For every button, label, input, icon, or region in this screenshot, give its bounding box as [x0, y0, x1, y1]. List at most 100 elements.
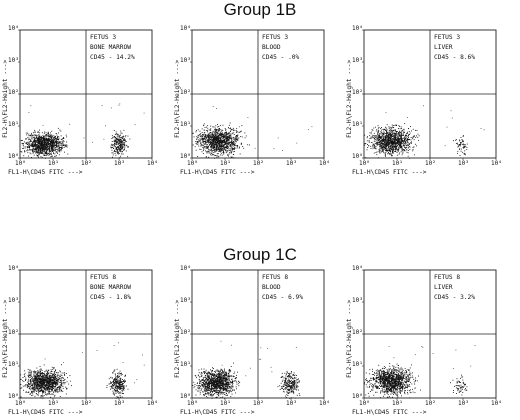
fetus-label: FETUS 3: [434, 33, 475, 43]
x-tick-label: 10⁴: [319, 400, 330, 407]
cd45-percentage: CD45 - 14.2%: [90, 53, 135, 63]
y-tick-label: 10⁴: [180, 265, 191, 272]
y-tick-label: 10⁰: [352, 153, 363, 160]
fetus-label: FETUS 3: [262, 33, 299, 43]
y-tick-label: 10⁰: [8, 153, 19, 160]
y-tick-label: 10³: [8, 297, 19, 304]
scatter-plot: [172, 262, 344, 420]
x-tick-label: 10³: [458, 160, 469, 167]
tissue-label: BONE MARROW: [90, 43, 135, 53]
tissue-label: BLOOD: [262, 283, 303, 293]
x-tick-label: 10²: [425, 400, 436, 407]
y-tick-label: 10⁴: [352, 25, 363, 32]
tissue-label: BONE MARROW: [90, 283, 131, 293]
x-tick-label: 10⁴: [147, 160, 158, 167]
fetus-label: FETUS 3: [90, 33, 135, 43]
x-tick-label: 10³: [114, 160, 125, 167]
cell-population: [278, 371, 301, 399]
x-tick-label: 10¹: [48, 400, 59, 407]
scatter-plot: [344, 22, 516, 180]
scatter-plot: [0, 262, 172, 420]
y-axis-label: FL2-H\FL2-Height --->: [346, 60, 353, 138]
x-tick-label: 10⁰: [187, 160, 198, 167]
x-axis-label: FL1-H\CD45 FITC --->: [352, 169, 427, 176]
scatter-plot: [0, 22, 172, 180]
y-tick-label: 10¹: [180, 361, 191, 368]
y-tick-label: 10³: [180, 57, 191, 64]
x-tick-label: 10²: [253, 160, 264, 167]
scatter-plot: [344, 262, 516, 420]
cd45-percentage: CD45 - 6.9%: [262, 293, 303, 303]
y-tick-label: 10²: [8, 89, 19, 96]
x-axis-label: FL1-H\CD45 FITC --->: [8, 169, 83, 176]
cell-population: [110, 130, 130, 158]
y-tick-label: 10⁴: [8, 25, 19, 32]
x-tick-label: 10¹: [392, 160, 403, 167]
y-tick-label: 10⁰: [8, 393, 19, 400]
x-tick-label: 10³: [286, 400, 297, 407]
scatter-plot: [172, 22, 344, 180]
x-tick-label: 10⁴: [491, 400, 502, 407]
x-tick-label: 10³: [114, 400, 125, 407]
cell-population: [450, 375, 467, 396]
x-axis-label: FL1-H\CD45 FITC --->: [180, 409, 255, 416]
y-tick-label: 10¹: [352, 121, 363, 128]
y-tick-label: 10¹: [8, 121, 19, 128]
y-tick-label: 10²: [352, 329, 363, 336]
y-tick-label: 10⁰: [180, 393, 191, 400]
y-tick-label: 10³: [352, 57, 363, 64]
y-axis-label: FL2-H\FL2-Height --->: [346, 300, 353, 378]
x-tick-label: 10⁰: [359, 160, 370, 167]
cell-population: [21, 128, 69, 159]
x-tick-label: 10²: [81, 400, 92, 407]
y-tick-label: 10¹: [8, 361, 19, 368]
x-tick-label: 10⁰: [187, 400, 198, 407]
tissue-label: LIVER: [434, 283, 475, 293]
cell-population: [364, 123, 419, 159]
fetus-label: FETUS 8: [262, 273, 303, 283]
fetus-label: FETUS 8: [90, 273, 131, 283]
cell-population: [192, 363, 240, 399]
x-tick-label: 10⁴: [147, 400, 158, 407]
x-tick-label: 10²: [81, 160, 92, 167]
y-axis-label: FL2-H\FL2-Height --->: [174, 300, 181, 378]
y-tick-label: 10³: [180, 297, 191, 304]
y-tick-label: 10⁰: [352, 393, 363, 400]
x-tick-label: 10¹: [48, 160, 59, 167]
x-axis-label: FL1-H\CD45 FITC --->: [352, 409, 427, 416]
x-tick-label: 10¹: [220, 160, 231, 167]
y-tick-label: 10²: [180, 329, 191, 336]
cd45-percentage: CD45 - .0%: [262, 53, 299, 63]
y-tick-label: 10²: [352, 89, 363, 96]
x-tick-label: 10³: [286, 160, 297, 167]
background-events: [29, 104, 145, 143]
cd45-percentage: CD45 - 1.8%: [90, 293, 131, 303]
y-axis-label: FL2-H\FL2-Height --->: [2, 60, 9, 138]
cd45-percentage: CD45 - 8.6%: [434, 53, 475, 63]
x-tick-label: 10⁴: [319, 160, 330, 167]
y-axis-label: FL2-H\FL2-Height --->: [174, 60, 181, 138]
y-tick-label: 10³: [352, 297, 363, 304]
x-axis-label: FL1-H\CD45 FITC --->: [180, 169, 255, 176]
x-tick-label: 10¹: [220, 400, 231, 407]
y-tick-label: 10⁴: [352, 265, 363, 272]
y-axis-label: FL2-H\FL2-Height --->: [2, 300, 9, 378]
x-tick-label: 10⁰: [15, 160, 26, 167]
y-tick-label: 10⁴: [180, 25, 191, 32]
x-tick-label: 10¹: [392, 400, 403, 407]
cell-population: [106, 369, 128, 399]
y-tick-label: 10¹: [352, 361, 363, 368]
x-tick-label: 10³: [458, 400, 469, 407]
y-tick-label: 10²: [8, 329, 19, 336]
group-1b-title: Group 1B: [0, 0, 520, 20]
